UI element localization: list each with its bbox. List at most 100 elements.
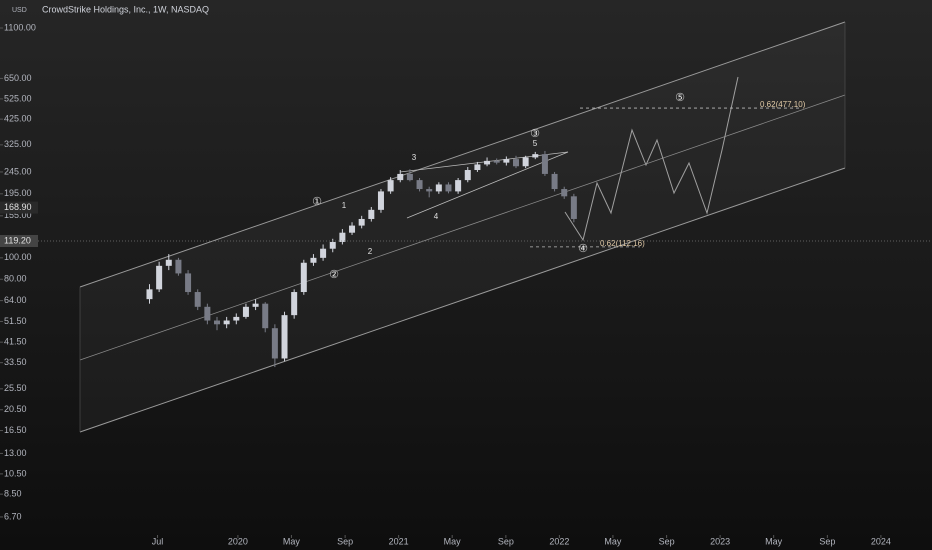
price-box: [0, 201, 38, 214]
y-tick-label: 13.00: [4, 448, 27, 458]
candle-body: [406, 173, 413, 181]
wave-label: 3: [412, 153, 417, 162]
candle-body: [204, 306, 211, 321]
wedge-line: [406, 151, 569, 219]
wave-label: 4: [434, 212, 439, 221]
chart-title: CrowdStrike Holdings, Inc., 1W, NASDAQ: [42, 4, 209, 14]
wave-label: ①: [312, 196, 322, 208]
y-tick-label: 650.00: [4, 73, 32, 83]
candle-body: [435, 184, 442, 192]
candle-body: [146, 289, 153, 300]
candle-body: [349, 225, 356, 233]
candle-body: [541, 154, 548, 174]
projection-path: [564, 76, 739, 242]
x-tick-label: May: [604, 536, 622, 546]
wedge-line: [399, 151, 569, 173]
wave-label: ②: [329, 269, 339, 281]
y-tick-label: 245.00: [4, 166, 32, 176]
candle-body: [262, 303, 269, 329]
x-tick-label: 2021: [389, 536, 409, 546]
x-tick-label: 2023: [710, 536, 730, 546]
candle-body: [397, 173, 404, 181]
wave-label: ④: [578, 243, 588, 255]
x-tick-label: Sep: [659, 536, 675, 546]
y-tick-label: 41.50: [4, 337, 27, 347]
y-tick-label: 6.70: [4, 511, 22, 521]
x-tick-label: Sep: [498, 536, 514, 546]
candle-body: [445, 184, 452, 192]
candle-body: [561, 189, 568, 197]
x-tick-label: May: [283, 536, 301, 546]
candle-body: [271, 328, 278, 359]
wave-label: 2: [368, 247, 373, 256]
channel-lower: [79, 167, 846, 433]
candle-body: [387, 180, 394, 192]
y-tick-label: 10.50: [4, 468, 27, 478]
x-tick-label: May: [444, 536, 462, 546]
candle-body: [300, 262, 307, 293]
candle-body: [522, 157, 529, 167]
candle-body: [416, 180, 423, 190]
y-tick-label: 33.50: [4, 357, 27, 367]
wave-label: ⑤: [675, 92, 685, 104]
candle-body: [484, 160, 491, 165]
candle-body: [223, 320, 230, 325]
y-tick-label: 51.50: [4, 316, 27, 326]
candle-body: [156, 265, 163, 290]
x-tick-label: May: [765, 536, 783, 546]
candle-body: [281, 315, 288, 359]
candle-body: [165, 259, 172, 266]
x-tick-label: Sep: [819, 536, 835, 546]
y-tick-label: 8.50: [4, 489, 22, 499]
candle-body: [242, 306, 249, 317]
candle-body: [377, 191, 384, 210]
x-tick-label: Sep: [337, 536, 353, 546]
candle-body: [551, 173, 558, 190]
candle-body: [455, 180, 462, 192]
y-tick-label: 25.50: [4, 383, 27, 393]
candle-body: [252, 303, 259, 307]
candle-body: [175, 259, 182, 274]
fib-label: 0.62(477.10): [760, 100, 806, 109]
x-tick-label: 2022: [549, 536, 569, 546]
candle-body: [310, 257, 317, 263]
candle-body: [329, 241, 336, 249]
candle-body: [426, 189, 433, 192]
x-tick-label: 2020: [228, 536, 248, 546]
candle-body: [532, 154, 539, 158]
candle-body: [464, 170, 471, 181]
candle-body: [185, 273, 192, 293]
y-tick-label: 195.00: [4, 188, 32, 198]
y-tick-label: 80.00: [4, 274, 27, 284]
price-label: 119.20: [4, 235, 31, 245]
candle-body: [512, 159, 519, 167]
candle-body: [194, 292, 201, 307]
y-tick-label: 425.00: [4, 114, 32, 124]
price-box: [0, 235, 38, 248]
x-tick-label: 2024: [871, 536, 891, 546]
candle-body: [339, 232, 346, 242]
candle-body: [570, 196, 577, 219]
candle-body: [368, 209, 375, 219]
y-tick-label: 1100.00: [4, 22, 36, 32]
candle-body: [320, 248, 327, 258]
candle-body: [493, 160, 500, 163]
y-tick-label: 100.00: [4, 252, 32, 262]
wave-label: 5: [533, 139, 538, 148]
candle-body: [214, 320, 221, 325]
price-label: 168.90: [4, 202, 32, 212]
y-tick-label: 64.00: [4, 295, 27, 305]
y-tick-label: 20.50: [4, 404, 27, 414]
wave-label: 1: [342, 201, 347, 210]
y-tick-label: 525.00: [4, 93, 32, 103]
candle-body: [358, 218, 365, 226]
candle-body: [233, 316, 240, 321]
candle-body: [503, 159, 510, 163]
y-tick-label: 325.00: [4, 139, 32, 149]
y-tick-label: 155.00: [4, 210, 32, 220]
currency: USD: [12, 7, 27, 14]
wave-label: ③: [530, 128, 540, 140]
x-tick-label: Jul: [152, 536, 164, 546]
